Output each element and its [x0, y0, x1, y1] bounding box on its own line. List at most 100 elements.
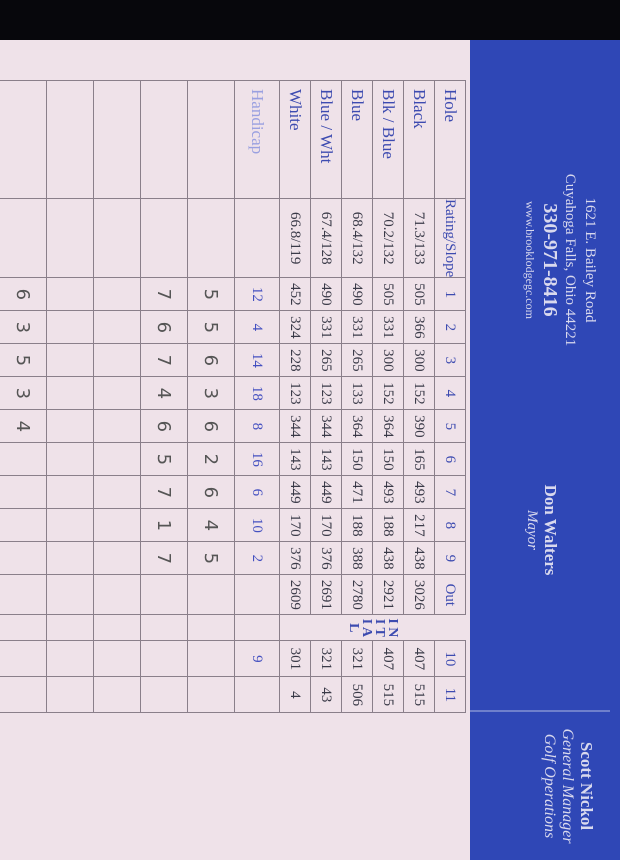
yardage-cell: 152 — [403, 376, 435, 410]
address-line2: Cuyahoga Falls, Ohio 44221 — [562, 173, 578, 347]
score-cell — [0, 475, 47, 509]
mayor-name: Don Walters — [541, 484, 560, 576]
player-name-cell — [46, 80, 94, 199]
handicap-row: Handicap 12 4 14 18 8 16 6 10 2 9 — [234, 80, 280, 713]
handicap-label: Handicap — [234, 80, 280, 199]
yardage-cell: 300 — [372, 343, 404, 377]
hole-number: 10 — [434, 640, 466, 677]
tee-rating-slope: 67.4/128 — [310, 198, 342, 278]
score-cell — [187, 574, 235, 615]
yardage-cell: 493 — [403, 475, 435, 509]
player-name-cell — [140, 80, 188, 199]
yardage-cell: 188 — [372, 508, 404, 542]
score-cell — [46, 475, 94, 509]
yardage-cell: 449 — [279, 475, 311, 509]
player-name-cell — [93, 80, 141, 199]
yardage-cell: 376 — [279, 541, 311, 575]
yardage-cell: 170 — [279, 508, 311, 542]
score-cell — [0, 614, 47, 641]
phone-number: 330-971-8416 — [539, 203, 561, 317]
hole-number: 1 — [434, 277, 466, 311]
gm-title1: General Manager — [559, 728, 576, 844]
score-cell: 7 — [140, 475, 188, 509]
yardage-cell: 344 — [310, 409, 342, 443]
handicap-spacer — [234, 198, 280, 278]
yardage-cell: 407 — [403, 640, 435, 677]
yardage-cell: 4 — [279, 676, 311, 713]
yardage-cell: 301 — [279, 640, 311, 677]
handicap-cell: 4 — [234, 310, 280, 344]
score-cell — [93, 343, 141, 377]
player-score-row — [46, 80, 94, 713]
yardage-cell: 150 — [341, 442, 373, 476]
score-cell — [0, 541, 47, 575]
mayor-credit: Don Walters Mayor — [523, 460, 560, 600]
score-cell: 7 — [140, 343, 188, 377]
yardage-cell: 515 — [372, 676, 404, 713]
yardage-cell: 265 — [341, 343, 373, 377]
score-cell: 5 — [140, 442, 188, 476]
score-cell: 4 — [187, 508, 235, 542]
score-cell — [93, 376, 141, 410]
player-spacer — [0, 198, 47, 278]
tee-rating-slope: 71.3/133 — [403, 198, 435, 278]
player-name-cell — [187, 80, 235, 199]
handicap-cell: 2 — [234, 541, 280, 575]
yardage-cell: 3026 — [403, 574, 435, 615]
hole-number: 4 — [434, 376, 466, 410]
gm-title2: Golf Operations — [541, 733, 558, 839]
score-cell: 4 — [140, 376, 188, 410]
tee-name: Blue / Wht — [310, 80, 342, 199]
score-cell — [0, 640, 47, 677]
score-cell: 4 — [0, 409, 47, 443]
yardage-cell: 452 — [279, 277, 311, 311]
yardage-cell: 2691 — [310, 574, 342, 615]
score-cell: 6 — [187, 343, 235, 377]
tee-name: Black — [403, 80, 435, 199]
handicap-cell: 8 — [234, 409, 280, 443]
yardage-cell: 407 — [372, 640, 404, 677]
score-cell — [93, 277, 141, 311]
yardage-cell: 331 — [372, 310, 404, 344]
score-cell — [140, 574, 188, 615]
score-cell: 5 — [187, 310, 235, 344]
score-cell: 5 — [187, 541, 235, 575]
score-cell — [46, 541, 94, 575]
gm-credit: Scott Nickol General Manager Golf Operat… — [460, 710, 610, 860]
score-cell: 5 — [0, 343, 47, 377]
yardage-cell: 165 — [403, 442, 435, 476]
yardage-cell: 324 — [279, 310, 311, 344]
yardage-cell: 228 — [279, 343, 311, 377]
score-cell: 3 — [0, 376, 47, 410]
score-cell — [46, 442, 94, 476]
score-cell: 7 — [140, 277, 188, 311]
score-cell — [46, 310, 94, 344]
score-cell — [93, 409, 141, 443]
yardage-cell: 490 — [341, 277, 373, 311]
score-cell — [93, 574, 141, 615]
address-line1: 1621 E. Bailey Road — [582, 197, 598, 323]
yardage-cell: 123 — [279, 376, 311, 410]
score-cell — [46, 409, 94, 443]
yardage-cell: 170 — [310, 508, 342, 542]
yardage-cell: 376 — [310, 541, 342, 575]
yardage-cell: 331 — [341, 310, 373, 344]
score-cell — [140, 676, 188, 713]
tee-rating-slope: 68.4/132 — [341, 198, 373, 278]
yardage-cell: 505 — [403, 277, 435, 311]
hole-label: Hole — [434, 80, 466, 199]
hole-number: 8 — [434, 508, 466, 542]
score-cell — [93, 442, 141, 476]
hole-number: 3 — [434, 343, 466, 377]
yardage-cell: 133 — [341, 376, 373, 410]
yardage-cell: 143 — [310, 442, 342, 476]
score-cell: 6 — [0, 277, 47, 311]
hole-number: 11 — [434, 676, 466, 713]
yardage-cell: 123 — [310, 376, 342, 410]
player-spacer — [46, 198, 94, 278]
score-cell — [140, 640, 188, 677]
handicap-cell — [234, 614, 280, 641]
yardage-cell: 265 — [310, 343, 342, 377]
yardage-cell: 43 — [310, 676, 342, 713]
yardage-cell: 515 — [403, 676, 435, 713]
